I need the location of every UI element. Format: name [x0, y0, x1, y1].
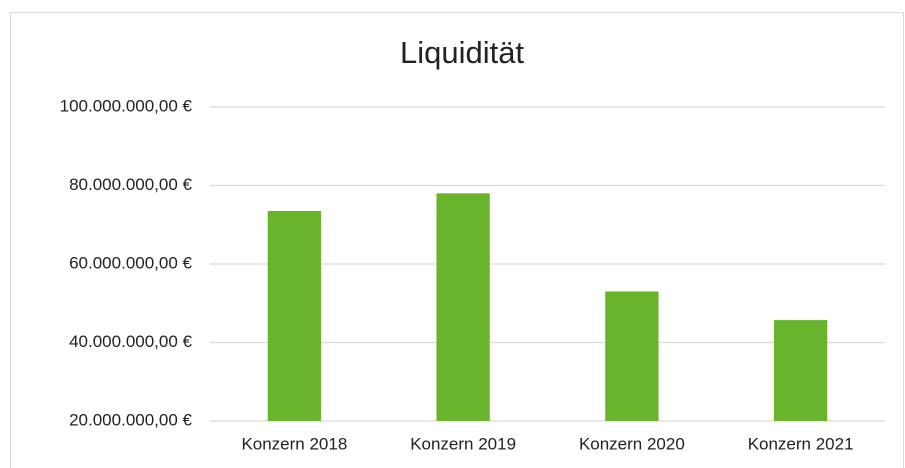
bar: [267, 211, 322, 421]
bar: [773, 320, 828, 421]
y-tick-label: 20.000.000,00 €: [69, 410, 192, 429]
bar: [605, 291, 659, 421]
bar: [436, 193, 490, 421]
x-tick-label: Konzern 2020: [579, 434, 685, 453]
y-tick-label: 100.000.000,00 €: [60, 96, 193, 115]
y-tick-label: 40.000.000,00 €: [69, 332, 192, 351]
y-tick-label: 60.000.000,00 €: [69, 253, 192, 272]
x-tick-label: Konzern 2021: [748, 434, 854, 453]
chart-title: Liquidität: [400, 35, 524, 70]
x-tick-label: Konzern 2018: [241, 434, 347, 453]
y-tick-label: 80.000.000,00 €: [69, 175, 192, 194]
x-tick-label: Konzern 2019: [410, 434, 516, 453]
